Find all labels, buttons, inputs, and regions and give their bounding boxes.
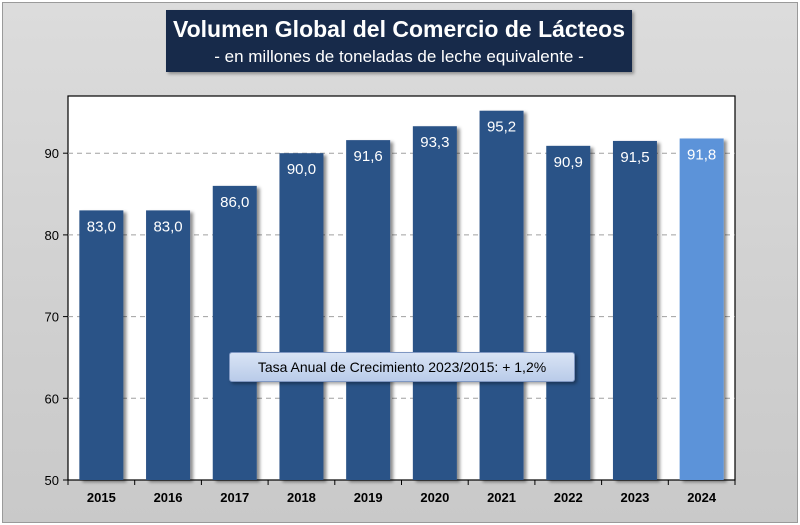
value-label-2021: 95,2: [487, 119, 516, 136]
y-axis-ticks: 50 60 70 80 90: [45, 146, 68, 488]
x-tick-label-2021: 2021: [487, 490, 516, 505]
value-label-2019: 91,6: [354, 148, 383, 165]
bar-2015: [79, 210, 124, 480]
bars: [79, 110, 724, 481]
value-label-2024: 91,8: [687, 146, 716, 163]
y-tick-label: 60: [45, 391, 59, 406]
bar-2019: [346, 140, 391, 481]
y-tick-label: 90: [45, 146, 59, 161]
x-tick-label-2018: 2018: [287, 490, 316, 505]
title-box: Volumen Global del Comercio de Lácteos -…: [166, 10, 632, 72]
x-axis-ticks: 2015 2016 2017 2018 2019 2020 2021 2022 2023 2024: [67, 480, 736, 505]
value-label-2022: 90,9: [554, 154, 583, 171]
x-tick-label-2019: 2019: [354, 490, 383, 505]
bar-2023: [612, 140, 657, 481]
value-label-2018: 90,0: [287, 161, 316, 178]
bar-2016: [146, 210, 191, 480]
bar-2018: [279, 153, 324, 481]
growth-rate-note: Tasa Anual de Crecimiento 2023/2015: + 1…: [229, 352, 575, 382]
x-tick-label-2024: 2024: [687, 490, 717, 505]
bar-2024: [679, 138, 724, 480]
value-label-2017: 86,0: [220, 194, 249, 211]
x-tick-label-2015: 2015: [87, 490, 116, 505]
x-tick-label-2022: 2022: [554, 490, 583, 505]
y-tick-label: 80: [45, 228, 59, 243]
bar-2020: [412, 126, 457, 480]
bar-2022: [546, 145, 591, 480]
x-tick-label-2020: 2020: [420, 490, 449, 505]
y-tick-label: 70: [45, 310, 59, 325]
chart-title: Volumen Global del Comercio de Lácteos: [172, 16, 625, 42]
value-label-2023: 91,5: [620, 149, 649, 166]
bar-2017: [212, 185, 257, 480]
value-label-2015: 83,0: [87, 218, 116, 235]
x-tick-label-2023: 2023: [620, 490, 649, 505]
value-label-2020: 93,3: [420, 134, 449, 151]
y-tick-label: 50: [45, 473, 59, 488]
value-labels: 83,0 83,0 86,0 90,0 91,6 93,3 95,2 90,9 91,5 91,8: [87, 119, 717, 236]
value-label-2016: 83,0: [153, 218, 182, 235]
x-tick-label-2016: 2016: [154, 490, 183, 505]
x-tick-label-2017: 2017: [220, 490, 249, 505]
bar-2021: [479, 110, 524, 480]
chart-subtitle: - en millones de toneladas de leche equi…: [214, 47, 584, 66]
